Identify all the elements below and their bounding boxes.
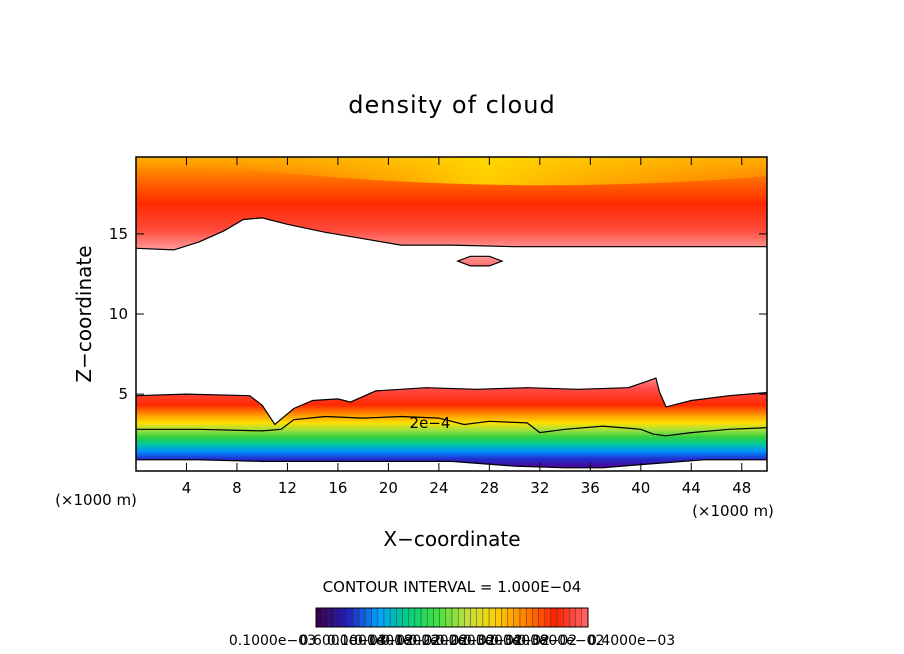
colorbar-label-0: 0.1000e−03 (229, 633, 316, 649)
contour-line-2 (136, 377, 767, 426)
x-tick-label-4: 20 (379, 479, 398, 497)
colorbar-segment-27 (482, 607, 490, 628)
contour-label-2e-4: 2e−4 (410, 414, 451, 432)
colorbar-segment-7 (359, 607, 366, 628)
y-tick-label-1: 10 (109, 305, 128, 323)
colorbar-segment-34 (525, 607, 533, 628)
colorbar-segment-4 (340, 607, 348, 628)
y-axis-label: Z−coordinate (72, 245, 96, 382)
colorbar-segment-38 (550, 607, 558, 628)
colorbar-segment-9 (371, 607, 379, 628)
colorbar-segment-5 (346, 607, 354, 628)
colorbar-segment-28 (488, 607, 496, 628)
colorbar-segment-17 (420, 607, 428, 628)
contour-line-0 (136, 217, 767, 251)
colorbar-segment-24 (464, 607, 471, 628)
colorbar-label-8: 0.3400e−02 (490, 633, 577, 649)
colorbar-segment-36 (538, 607, 545, 628)
colorbar-label-2: 0.1000e−02 (327, 633, 414, 649)
plot-area (136, 157, 767, 469)
x-tick-label-5: 24 (429, 479, 448, 497)
x-unit-left: (×1000 m) (55, 491, 137, 509)
x-tick-label-9: 40 (631, 479, 650, 497)
colorbar-segment-33 (519, 607, 527, 628)
colorbar-segment-26 (476, 607, 484, 628)
colorbar-segment-18 (427, 607, 434, 628)
colorbar-segment-20 (439, 607, 447, 628)
contour-line-1 (456, 255, 504, 267)
colorbar-segment-19 (433, 607, 440, 628)
colorbar-label-3: 0.1400e−02 (354, 633, 441, 649)
contour-line-3 (136, 415, 767, 437)
colorbar-label-9: 0.3800e−02 (517, 633, 604, 649)
colorbar-segment-37 (544, 607, 552, 628)
colorbar-segment-21 (445, 607, 453, 628)
colorbar-segment-22 (451, 607, 459, 628)
colorbar-segment-13 (396, 607, 403, 628)
x-tick-label-2: 12 (278, 479, 297, 497)
x-tick-label-3: 16 (328, 479, 347, 497)
colorbar-label-1: 0.6000e−03 (300, 633, 387, 649)
colorbar-label-7: 0.3000e−02 (463, 633, 550, 649)
colorbar-segment-12 (389, 607, 397, 628)
x-tick-label-10: 44 (682, 479, 701, 497)
colorbar-segment-40 (563, 607, 570, 628)
colorbar-segment-39 (556, 607, 564, 628)
y-tick-label-0: 5 (118, 385, 128, 403)
colorbar-segment-15 (408, 607, 416, 628)
lower-cloud-fill (136, 378, 767, 468)
colorbar-segment-11 (383, 607, 391, 628)
colorbar-segment-43 (581, 607, 589, 628)
colorbar-segment-16 (414, 607, 422, 628)
colorbar-label-5: 0.2200e−02 (408, 633, 495, 649)
colorbar-labels: 0.1000e−030.6000e−030.1000e−020.1400e−02… (229, 633, 675, 649)
contour-lines (136, 217, 767, 469)
colorbar-segment-31 (507, 607, 515, 628)
colorbar-segment-25 (470, 607, 477, 628)
contour-line-4 (136, 459, 767, 469)
colorbar-segment-6 (352, 607, 360, 628)
x-tick-label-0: 4 (182, 479, 192, 497)
x-tick-label-1: 8 (232, 479, 242, 497)
colorbar (315, 607, 589, 628)
x-tick-label-11: 48 (732, 479, 751, 497)
colorbar-label-10: 0.4000e−03 (588, 633, 675, 649)
colorbar-segment-2 (328, 607, 335, 628)
colorbar-segment-30 (501, 607, 508, 628)
colorbar-segment-3 (334, 607, 341, 628)
colorbar-segment-42 (575, 607, 583, 628)
upper-cloud-yellow-band (136, 157, 767, 186)
colorbar-segment-23 (457, 607, 465, 628)
y-tick-label-2: 15 (109, 225, 128, 243)
colorbar-label-4: 0.1800e−02 (381, 633, 468, 649)
x-unit-right: (×1000 m) (692, 502, 774, 520)
x-tick-label-7: 32 (530, 479, 549, 497)
colorbar-segment-10 (377, 607, 385, 628)
x-axis-label: X−coordinate (383, 527, 520, 551)
colorbar-segment-32 (513, 607, 521, 628)
x-tick-label-8: 36 (581, 479, 600, 497)
x-tick-label-6: 28 (480, 479, 499, 497)
colorbar-segment-8 (365, 607, 372, 628)
chart-title: density of cloud (348, 91, 555, 119)
colorbar-segment-35 (532, 607, 539, 628)
colorbar-segment-29 (495, 607, 502, 628)
colorbar-frame (315, 607, 589, 628)
colorbar-segment-0 (315, 607, 323, 628)
isolated-cloud-fill (457, 256, 502, 266)
contour-interval-text: CONTOUR INTERVAL = 1.000E−04 (323, 578, 582, 596)
colorbar-segment-1 (321, 607, 329, 628)
colorbar-segment-41 (569, 607, 576, 628)
colorbar-segment-14 (402, 607, 409, 628)
colorbar-label-6: 0.2600e−02 (436, 633, 523, 649)
